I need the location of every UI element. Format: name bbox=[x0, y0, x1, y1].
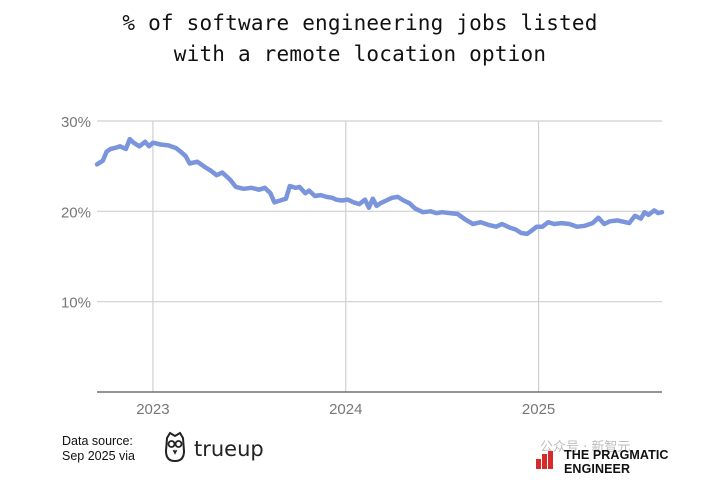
series-line-0 bbox=[94, 136, 665, 237]
publisher-logo-icon bbox=[536, 451, 558, 473]
trueup-brand-name: trueup bbox=[194, 437, 264, 461]
watermark-text: 公众号 · 新智元 bbox=[540, 440, 631, 455]
owl-logo-icon bbox=[164, 431, 186, 467]
x-tick-label: 2024 bbox=[329, 401, 362, 418]
y-tick-label: 30% bbox=[61, 114, 91, 131]
data-source-line-1: Data source: bbox=[62, 434, 133, 448]
y-tick-label: 20% bbox=[61, 204, 91, 221]
data-source-line-2: Sep 2025 via bbox=[62, 449, 135, 463]
chart-title-line-2: with a remote location option bbox=[173, 42, 547, 66]
x-tick-label: 2023 bbox=[136, 401, 169, 418]
chart-title-line-1: % of software engineering jobs listed bbox=[122, 11, 598, 35]
x-tick-label: 2025 bbox=[522, 401, 555, 418]
chart-title: % of software engineering jobs listed wi… bbox=[0, 8, 720, 70]
trueup-brand: trueup bbox=[164, 431, 264, 467]
y-tick-label: 10% bbox=[61, 295, 91, 312]
publisher-name: THE PRAGMATIC ENGINEER bbox=[564, 448, 669, 476]
data-source-note: Data source: Sep 2025 via bbox=[62, 434, 135, 464]
publisher-brand: THE PRAGMATIC ENGINEER bbox=[536, 448, 720, 476]
